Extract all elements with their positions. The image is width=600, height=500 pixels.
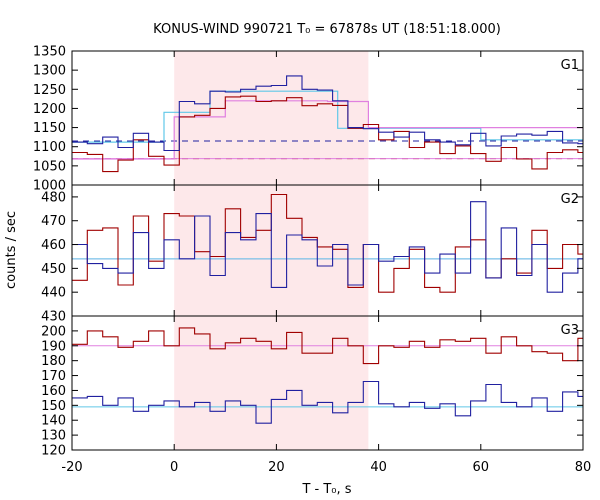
y-tick-label: 1000 <box>33 179 66 194</box>
data-series-blue <box>72 380 583 424</box>
y-tick-label: 140 <box>41 414 66 429</box>
data-series-blue <box>72 75 583 152</box>
y-tick-label: 460 <box>41 238 66 253</box>
panel-label: G3 <box>561 323 579 338</box>
y-tick-label: 1100 <box>33 140 66 155</box>
chart-panels: 10001050110011501200125013001350G1430440… <box>33 45 591 476</box>
y-tick-label: 150 <box>41 399 66 414</box>
highlight-interval <box>174 51 369 185</box>
data-series-blue <box>72 201 583 293</box>
panel-g3 <box>72 316 583 450</box>
y-tick-label: 1250 <box>33 83 66 98</box>
x-tick-label: -20 <box>61 460 82 475</box>
x-tick-label: 80 <box>575 460 592 475</box>
panel-frame <box>71 315 584 451</box>
y-tick-label: 1300 <box>33 64 66 79</box>
y-tick-label: 1200 <box>33 102 66 117</box>
data-series-red <box>72 95 583 173</box>
y-tick-label: 1050 <box>33 159 66 174</box>
y-tick-label: 120 <box>41 444 66 459</box>
y-tick-label: 180 <box>41 354 66 369</box>
y-tick-label: 450 <box>41 262 66 277</box>
model-step-cyan <box>72 90 583 143</box>
x-axis-label: T - T₀, s <box>301 482 351 497</box>
y-tick-label: 170 <box>41 369 66 384</box>
y-tick-label: 430 <box>41 310 66 325</box>
data-series-red <box>72 327 583 365</box>
x-tick-label: 20 <box>268 460 285 475</box>
chart-title: KONUS-WIND 990721 T₀ = 67878s UT (18:51:… <box>153 22 501 37</box>
y-tick-label: 160 <box>41 384 66 399</box>
y-tick-label: 190 <box>41 339 66 354</box>
y-tick-label: 1150 <box>33 121 66 136</box>
y-axis-label: counts / sec <box>4 211 19 289</box>
panel-label: G1 <box>561 58 579 73</box>
panel-g2 <box>72 185 583 316</box>
highlight-interval <box>174 316 369 450</box>
panel-label: G2 <box>561 192 579 207</box>
x-tick-label: 0 <box>170 460 178 475</box>
y-tick-label: 440 <box>41 286 66 301</box>
y-tick-label: 1350 <box>33 45 66 60</box>
x-tick-label: 40 <box>370 460 387 475</box>
y-tick-label: 470 <box>41 214 66 229</box>
y-tick-label: 130 <box>41 429 66 444</box>
y-tick-label: 480 <box>41 190 66 205</box>
panel-g1 <box>72 51 583 185</box>
y-tick-label: 200 <box>41 324 66 339</box>
x-tick-label: 60 <box>473 460 490 475</box>
